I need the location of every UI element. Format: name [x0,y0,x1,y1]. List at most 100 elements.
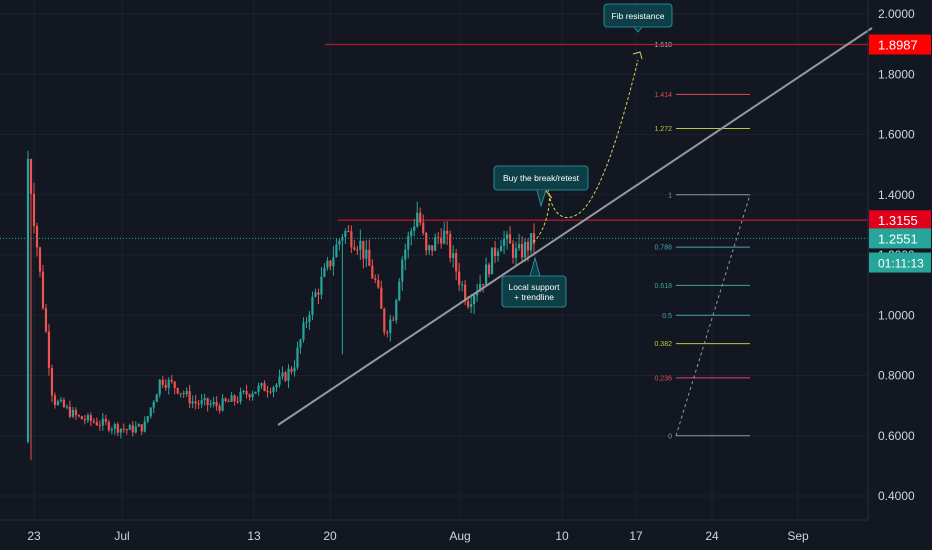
candle-body [194,401,197,404]
candle-body [200,400,203,405]
trendline[interactable] [277,27,873,426]
candle-body [368,249,371,266]
candle-body [440,237,443,244]
candle-body [137,424,140,427]
horizontal-lines[interactable] [0,43,868,239]
candle-body [53,395,57,405]
candle-body [410,231,413,236]
candle-body [419,212,422,223]
candle-body [26,158,30,442]
candle-body [143,421,146,432]
annotation-local-support[interactable]: Local support + trendline [501,256,567,308]
candle-body [302,322,305,340]
candle-body [434,237,437,251]
candle-body [299,339,302,348]
price-tick-label: 0.8000 [878,369,915,383]
candle-body [487,264,491,275]
price-tick-label: 1.8000 [878,67,915,81]
annotation-text: Buy the break/retest [503,173,580,183]
price-marker [869,210,931,231]
fib-level-label: 0.382 [654,341,672,348]
candle-body [233,395,236,402]
candle-body [221,398,224,411]
candle-body [422,222,425,234]
price-axis[interactable]: 2.00001.80001.60001.40001.20001.00000.80… [878,7,915,503]
candle-body [470,304,473,307]
candle-body [305,321,308,323]
candle-body [461,284,464,286]
candle-body [290,368,293,372]
candle-body [464,284,467,302]
candle-body [401,259,404,282]
candle-body [344,230,347,237]
annotation-pointer [536,189,547,208]
candle-body [266,391,269,393]
candle-body [104,418,107,422]
candle-body [32,193,36,227]
candle-body [359,240,362,250]
candle-body [230,395,233,402]
candle-body [428,245,431,251]
time-tick-label: 17 [629,529,643,543]
candle-body [529,233,533,251]
candle-body [182,393,185,395]
candle-body [176,387,179,394]
candle-body [155,394,158,403]
grid [0,0,868,520]
candle-body [398,281,401,301]
annotation-fib-resistance[interactable]: Fib resistance [603,3,673,33]
time-tick-label: 23 [27,529,41,543]
candle-body [203,398,206,401]
candle-body [374,278,377,280]
time-axis[interactable]: 23 Jul 13 20 Aug 10 17 24 Sep [27,529,809,543]
candle-body [353,247,356,250]
candle-body [47,331,51,368]
candle-body [215,402,218,407]
annotation-buy-break[interactable]: Buy the break/retest [493,165,589,208]
price-tick-label: 0.6000 [878,429,915,443]
fib-level-label: 1.414 [654,92,672,99]
annotation-pointer [529,256,541,277]
candle-body [332,257,335,267]
candle-body [467,301,470,307]
candle-body [416,212,419,227]
candle-body [209,403,212,405]
candle-body [407,235,410,250]
price-tick-label: 1.4000 [878,188,915,202]
candle-body [425,233,428,251]
candle-body [296,347,299,368]
candle-body [119,428,122,433]
candle-body [275,384,278,388]
price-marker [869,252,931,273]
candle-body [38,247,42,272]
candle-body [446,230,449,235]
annotation-text: Fib resistance [612,11,665,21]
candle-body [272,387,275,393]
candle-body [473,295,476,305]
price-marker-label: 1.3155 [878,213,918,228]
candle-body [107,421,110,431]
candle-body [257,385,260,392]
candle-body [149,407,152,417]
candle-body [508,234,512,244]
candle-body [281,372,284,377]
candle-body [377,279,380,288]
candle-body [77,415,80,417]
candle-body [278,376,281,385]
annotation-pointer [633,26,643,33]
candle-body [356,249,359,251]
annotation-text: Local support + trendline [508,282,560,302]
candle-body [511,243,515,258]
fib-level-label: 1 [668,192,672,199]
fib-level-label: 0.786 [654,245,672,252]
candle-body [179,393,182,395]
candle-body [526,241,530,251]
candle-body [164,384,167,388]
candle-body [284,372,287,381]
candle-body [251,393,254,398]
candle-body [341,236,344,241]
candle-body [95,422,98,426]
candle-body [68,406,72,417]
candle-body [496,251,500,257]
